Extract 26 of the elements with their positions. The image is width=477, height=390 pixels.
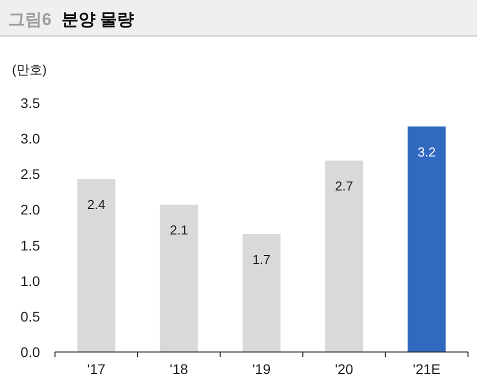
data-label: 2.1 <box>170 222 188 238</box>
y-tick-label: 0.0 <box>20 344 40 360</box>
data-label: 3.2 <box>418 144 436 160</box>
chart-subtitle: 분양 물량 <box>61 10 134 29</box>
y-tick-label: 2.5 <box>20 166 40 182</box>
data-label: 2.7 <box>335 178 354 194</box>
y-tick-label: 3.5 <box>20 95 40 111</box>
y-tick-label: 2.0 <box>20 202 40 218</box>
bar <box>242 234 280 352</box>
x-tick-label: '17 <box>87 361 106 377</box>
bar <box>325 160 364 352</box>
data-label: 1.7 <box>252 252 271 267</box>
x-tick-label: '18 <box>170 361 188 377</box>
y-axis-title: (만호) <box>12 62 47 77</box>
x-tick-label: '20 <box>334 361 354 377</box>
x-tick-label: '19 <box>252 361 271 377</box>
chart-title: 그림6 <box>8 10 52 29</box>
y-tick-label: 1.5 <box>20 237 40 254</box>
bar <box>408 126 446 352</box>
y-tick-label: 1.0 <box>20 272 40 289</box>
bar <box>77 179 116 352</box>
bar <box>160 204 198 352</box>
data-label: 2.4 <box>87 197 106 212</box>
y-tick-label: 0.5 <box>20 308 40 324</box>
x-tick-label: '21E <box>412 361 440 377</box>
y-tick-label: 3.0 <box>20 130 40 147</box>
